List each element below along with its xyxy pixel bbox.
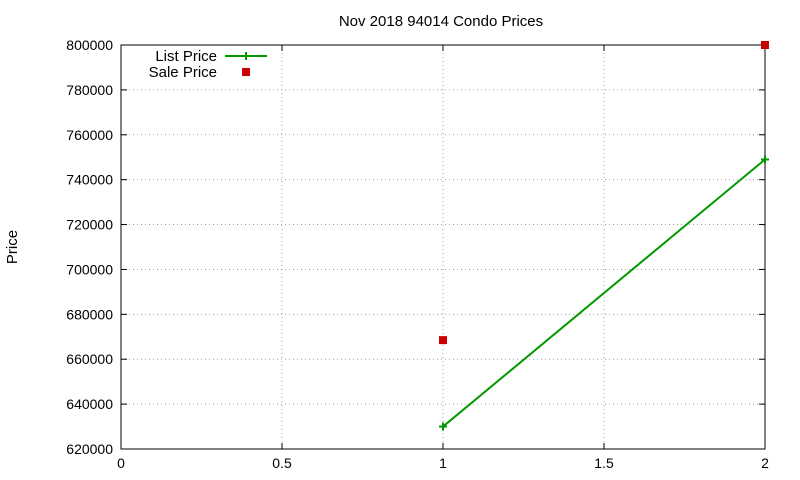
list-price-point	[439, 422, 447, 431]
legend-marker-sale-price	[242, 68, 250, 76]
legend-marker-list-price	[242, 52, 250, 60]
legend-label-sale-price: Sale Price	[149, 64, 217, 81]
y-tick-label: 740000	[66, 172, 113, 188]
sale-price-point	[761, 41, 769, 49]
axis-ticks: 620000 640000 660000 680000 700000 720000 7400…	[66, 37, 769, 471]
legend-label-list-price: List Price	[155, 48, 217, 65]
x-tick-label: 2	[761, 455, 769, 471]
y-tick-label: 700000	[66, 261, 113, 277]
y-tick-label: 800000	[66, 37, 113, 53]
y-axis-label: Price	[4, 230, 21, 264]
y-tick-label: 760000	[66, 127, 113, 143]
x-tick-label: 1.5	[594, 455, 614, 471]
list-price-line	[442, 158, 766, 428]
x-tick-label: 0.5	[272, 455, 292, 471]
y-tick-label: 780000	[66, 82, 113, 98]
y-tick-label: 640000	[66, 396, 113, 412]
chart-title: Nov 2018 94014 Condo Prices	[339, 13, 543, 30]
x-tick-label: 1	[439, 455, 447, 471]
grid	[121, 45, 765, 449]
series-layer	[439, 41, 769, 431]
y-tick-label: 660000	[66, 351, 113, 367]
list-price-point	[761, 155, 769, 164]
x-tick-label: 0	[117, 455, 125, 471]
plot-area-border	[120, 44, 766, 450]
y-tick-label: 620000	[66, 441, 113, 457]
y-tick-label: 720000	[66, 217, 113, 233]
sale-price-point	[439, 336, 447, 345]
y-tick-label: 680000	[66, 306, 113, 322]
